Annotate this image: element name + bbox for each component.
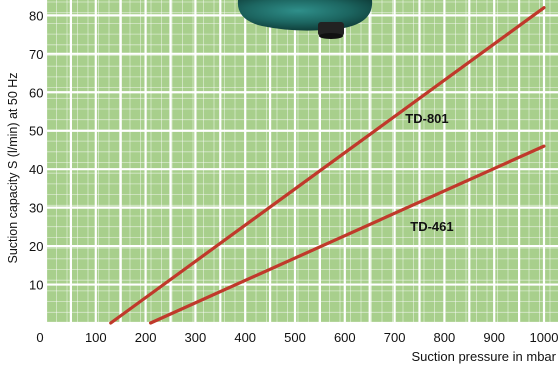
x-tick-label: 0 (36, 330, 43, 345)
y-tick-label: 60 (29, 85, 43, 100)
series-label: TD-801 (405, 111, 448, 126)
pump-image (237, 0, 373, 39)
y-tick-label: 80 (29, 8, 43, 23)
series-group (109, 6, 546, 325)
x-tick-label: 200 (135, 330, 157, 345)
x-tick-label: 800 (434, 330, 456, 345)
y-tick-label: 50 (29, 124, 43, 139)
plot-background (46, 0, 558, 323)
series-line-td-461 (148, 144, 546, 325)
y-tick-label: 70 (29, 47, 43, 62)
grid (44, 0, 558, 325)
x-tick-label: 900 (483, 330, 505, 345)
y-axis-label: Suction capacity S (l/min) at 50 Hz (6, 72, 20, 263)
x-axis-label: Suction pressure in mbar (411, 349, 556, 364)
series-label: TD-461 (410, 219, 453, 234)
x-tick-label: 600 (334, 330, 356, 345)
y-tick-label: 30 (29, 201, 43, 216)
x-tick-label: 400 (234, 330, 256, 345)
x-tick-label: 300 (185, 330, 207, 345)
annotations: TD-801 TD-461 (405, 111, 453, 234)
x-tick-label: 700 (384, 330, 406, 345)
y-tick-label: 40 (29, 162, 43, 177)
y-tick-label: 20 (29, 239, 43, 254)
y-tick-label: 10 (29, 278, 43, 293)
series-line-td-801 (109, 6, 546, 325)
x-tick-label: 1000 (530, 330, 558, 345)
y-tick-labels: 10 20 30 40 50 60 70 80 (29, 8, 43, 292)
x-tick-labels: 0 100 200 300 400 500 600 700 800 900 1000 (36, 330, 558, 345)
x-tick-label: 100 (85, 330, 107, 345)
x-tick-label: 500 (284, 330, 306, 345)
